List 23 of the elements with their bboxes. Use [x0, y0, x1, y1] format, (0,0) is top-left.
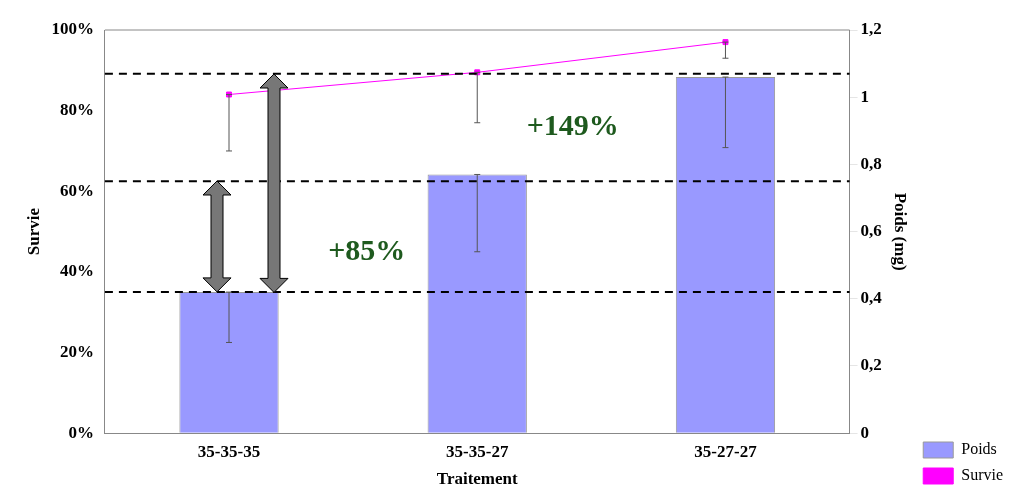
y-tick-label: 40%: [59, 261, 94, 281]
y-tick-label: 20%: [59, 341, 94, 361]
annotation: +85%: [328, 232, 406, 266]
x-tick-label: 35-27-27: [694, 441, 758, 461]
y-tick-label: 100%: [51, 19, 94, 39]
annotation: +149%: [526, 107, 619, 141]
x-tick-label: 35-35-35: [197, 441, 261, 461]
y-tick-label: 80%: [59, 100, 94, 120]
y2-tick-label: 0,6: [860, 220, 882, 240]
y2-tick-label: 0,4: [860, 288, 883, 308]
legend-label: Poids: [961, 440, 997, 458]
x-axis-title: Traitement: [436, 469, 519, 489]
y2-axis-title: Poids (mg): [890, 192, 910, 271]
legend-label: Survie: [961, 466, 1004, 484]
y-tick-label: 60%: [59, 180, 94, 200]
y-tick-label: 0%: [68, 422, 94, 442]
y2-tick-label: 1,2: [860, 19, 882, 39]
x-tick-label: 35-35-27: [446, 441, 509, 461]
y-axis-title: Survie: [23, 207, 43, 256]
y2-tick-label: 0: [860, 422, 870, 442]
y2-tick-label: 1: [860, 86, 870, 106]
y2-tick-label: 0,8: [860, 153, 882, 173]
y2-tick-label: 0,2: [860, 355, 882, 375]
